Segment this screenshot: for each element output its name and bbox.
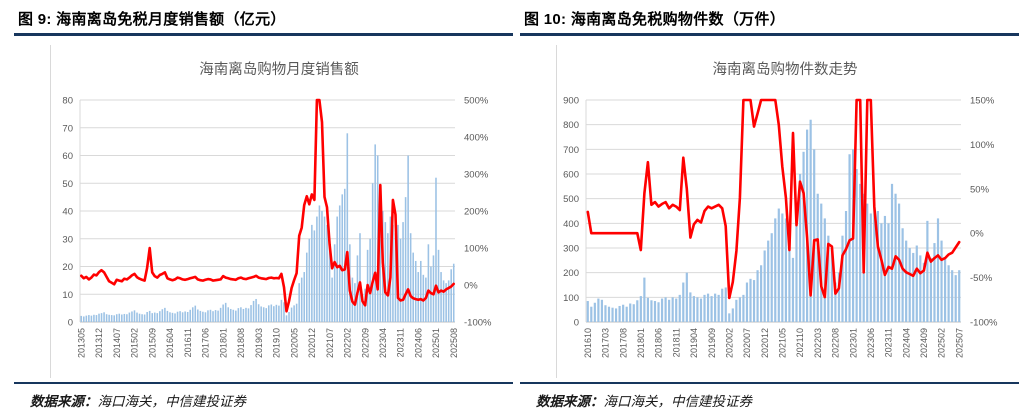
svg-text:200: 200 bbox=[563, 268, 579, 279]
svg-text:202501: 202501 bbox=[431, 328, 441, 358]
svg-text:100%: 100% bbox=[970, 140, 995, 151]
figure-9-source: 数据来源：海口海关，中信建投证券 bbox=[30, 390, 246, 410]
svg-text:201611: 201611 bbox=[183, 328, 193, 357]
svg-text:30: 30 bbox=[62, 234, 73, 245]
svg-text:201305: 201305 bbox=[77, 328, 87, 358]
svg-text:201708: 201708 bbox=[618, 328, 628, 358]
source-label: 数据来源： bbox=[30, 394, 98, 409]
svg-text:500: 500 bbox=[563, 194, 579, 205]
svg-text:201312: 201312 bbox=[94, 328, 104, 358]
svg-text:201604: 201604 bbox=[165, 328, 175, 358]
svg-text:0%: 0% bbox=[970, 229, 984, 240]
svg-text:202311: 202311 bbox=[884, 328, 894, 357]
svg-text:200%: 200% bbox=[464, 207, 489, 218]
source-text: 海口海关，中信建投证券 bbox=[97, 394, 247, 409]
svg-text:202406: 202406 bbox=[414, 328, 424, 358]
svg-text:202507: 202507 bbox=[954, 328, 964, 358]
svg-text:202209: 202209 bbox=[360, 328, 370, 358]
figure-10-source: 数据来源：海口海关，中信建投证券 bbox=[536, 390, 752, 410]
svg-text:202007: 202007 bbox=[742, 328, 752, 358]
sales-chart-title: 海南离岛购物月度销售额 bbox=[199, 62, 359, 78]
svg-text:202002: 202002 bbox=[725, 328, 735, 358]
svg-text:202105: 202105 bbox=[778, 328, 788, 358]
svg-text:201502: 201502 bbox=[130, 328, 140, 358]
svg-text:201904: 201904 bbox=[689, 328, 699, 358]
svg-text:300%: 300% bbox=[464, 170, 489, 181]
svg-text:202502: 202502 bbox=[937, 328, 947, 358]
svg-text:-100%: -100% bbox=[970, 318, 998, 329]
figure-9-bottom-rule bbox=[14, 382, 513, 384]
svg-text:500%: 500% bbox=[464, 96, 489, 107]
svg-text:202203: 202203 bbox=[813, 328, 823, 358]
svg-text:202005: 202005 bbox=[289, 328, 299, 358]
svg-text:400: 400 bbox=[563, 219, 579, 230]
count-chart-title: 海南离岛购物件数走势 bbox=[712, 62, 858, 78]
count-combo-chart: 0 100 200 300 400 500 600 700 800 900 -100% -50% 0% 5… bbox=[563, 96, 998, 359]
svg-text:50: 50 bbox=[62, 179, 73, 190]
svg-text:0%: 0% bbox=[464, 281, 478, 292]
svg-text:100%: 100% bbox=[464, 244, 489, 255]
svg-text:202208: 202208 bbox=[831, 328, 841, 358]
svg-text:201706: 201706 bbox=[201, 328, 211, 358]
svg-text:202012: 202012 bbox=[760, 328, 770, 358]
svg-text:202301: 202301 bbox=[848, 328, 858, 358]
svg-text:150%: 150% bbox=[970, 96, 995, 107]
svg-text:-50%: -50% bbox=[970, 273, 993, 284]
svg-text:201903: 201903 bbox=[254, 328, 264, 358]
svg-text:201808: 201808 bbox=[236, 328, 246, 358]
figure-10-panel: 图 10: 海南离岛免税购物件数（万件） 海南离岛购物件数走势 0 100 200 3… bbox=[520, 0, 1019, 419]
svg-text:900: 900 bbox=[563, 96, 579, 107]
svg-text:202202: 202202 bbox=[343, 328, 353, 358]
svg-text:201909: 201909 bbox=[707, 328, 717, 358]
svg-text:100: 100 bbox=[563, 293, 579, 304]
svg-text:202306: 202306 bbox=[866, 328, 876, 358]
svg-text:201703: 201703 bbox=[601, 328, 611, 358]
figure-10-top-rule bbox=[520, 33, 1019, 36]
figure-9-caption: 图 9: 海南离岛免税月度销售额（亿元） bbox=[18, 11, 286, 28]
svg-text:800: 800 bbox=[563, 120, 579, 131]
count-chart-box: 海南离岛购物件数走势 0 100 200 300 400 500 600 700 800 900 -… bbox=[556, 45, 1013, 378]
sales-combo-chart: 0 10 20 30 40 50 60 70 80 -100% 0% 100% 200% 300% 400%… bbox=[62, 96, 492, 359]
svg-text:202304: 202304 bbox=[378, 328, 388, 358]
svg-text:201407: 201407 bbox=[112, 328, 122, 358]
svg-text:202404: 202404 bbox=[901, 328, 911, 358]
source-text: 海口海关，中信建投证券 bbox=[603, 394, 753, 409]
svg-text:10: 10 bbox=[62, 290, 73, 301]
source-label: 数据来源： bbox=[536, 394, 604, 409]
figure-10-caption: 图 10: 海南离岛免税购物件数（万件） bbox=[524, 11, 786, 28]
svg-text:201801: 201801 bbox=[218, 328, 228, 358]
svg-text:40: 40 bbox=[62, 207, 73, 218]
svg-text:202110: 202110 bbox=[795, 328, 805, 357]
svg-text:0: 0 bbox=[574, 318, 579, 329]
svg-text:202107: 202107 bbox=[325, 328, 335, 358]
svg-text:201610: 201610 bbox=[583, 328, 593, 358]
svg-text:201806: 201806 bbox=[654, 328, 664, 358]
svg-text:80: 80 bbox=[62, 96, 73, 107]
svg-text:201509: 201509 bbox=[147, 328, 157, 358]
svg-text:70: 70 bbox=[62, 123, 73, 134]
svg-text:201801: 201801 bbox=[636, 328, 646, 358]
svg-text:60: 60 bbox=[62, 151, 73, 162]
svg-text:600: 600 bbox=[563, 170, 579, 181]
svg-text:0: 0 bbox=[68, 318, 73, 329]
svg-text:50%: 50% bbox=[970, 184, 990, 195]
svg-text:201811: 201811 bbox=[671, 328, 681, 357]
svg-text:-100%: -100% bbox=[464, 318, 492, 329]
svg-text:202311: 202311 bbox=[396, 328, 406, 357]
figure-9-top-rule bbox=[14, 33, 513, 36]
svg-text:202508: 202508 bbox=[449, 328, 459, 358]
svg-text:20: 20 bbox=[62, 262, 73, 273]
svg-text:202409: 202409 bbox=[919, 328, 929, 358]
svg-text:300: 300 bbox=[563, 244, 579, 255]
figure-9-panel: 图 9: 海南离岛免税月度销售额（亿元） 海南离岛购物月度销售额 0 10 20 30… bbox=[14, 0, 513, 419]
svg-text:201910: 201910 bbox=[272, 328, 282, 358]
svg-text:700: 700 bbox=[563, 145, 579, 156]
svg-text:202012: 202012 bbox=[307, 328, 317, 358]
svg-text:400%: 400% bbox=[464, 133, 489, 144]
sales-chart-box: 海南离岛购物月度销售额 0 10 20 30 40 50 60 70 80 -100% 0% 100%… bbox=[50, 45, 507, 378]
figure-10-bottom-rule bbox=[520, 382, 1019, 384]
